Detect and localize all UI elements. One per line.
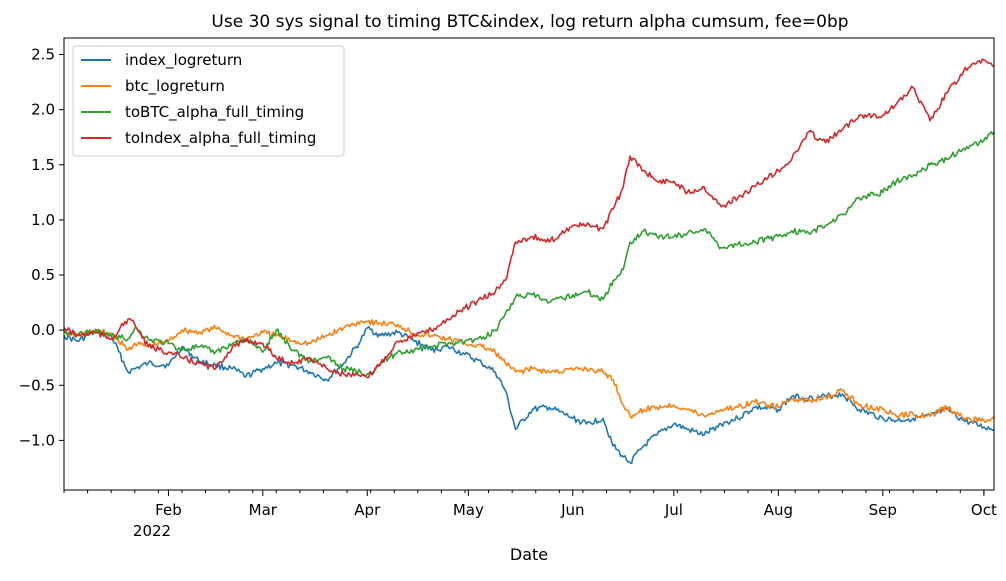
y-tick-label: 1.0 (31, 211, 55, 229)
legend: index_logreturn btc_logreturn toBTC_alpha_… (72, 45, 345, 157)
legend-entry-label: index_logreturn (125, 51, 242, 70)
legend-entry-label: btc_logreturn (125, 77, 225, 96)
x-tick-label: Aug (764, 501, 793, 519)
x-tick-label: Sep (869, 501, 897, 519)
x-tick-year-label: 2022 (133, 522, 171, 540)
series-line-index-logreturn (63, 325, 995, 465)
x-tick-label: Mar (249, 501, 278, 519)
x-axis: Feb Mar Apr May Jun Jul Aug Sep Oct (63, 490, 997, 519)
legend-entry-label: toIndex_alpha_full_timing (125, 129, 316, 148)
x-tick-label: Apr (354, 501, 381, 519)
x-tick-label: May (453, 501, 484, 519)
x-tick-label: Jul (664, 501, 683, 519)
series-line-btc-logreturn (63, 319, 995, 424)
y-tick-label: −0.5 (19, 376, 55, 394)
y-tick-label: 0.0 (31, 321, 55, 339)
plot-lines (63, 58, 995, 465)
series-line-toindex-alpha-full-timing (63, 58, 995, 379)
chart-title: Use 30 sys signal to timing BTC&index, l… (211, 12, 848, 32)
series-line-tobtc-alpha-full-timing (63, 131, 995, 377)
x-axis-label: Date (510, 545, 548, 564)
plot-area-frame (63, 37, 995, 491)
legend-box (72, 45, 345, 157)
y-tick-label: 1.5 (31, 156, 55, 174)
x-tick-label: Oct (971, 501, 997, 519)
legend-entry-label: toBTC_alpha_full_timing (125, 103, 304, 122)
y-tick-label: 2.0 (31, 101, 55, 119)
y-tick-label: 0.5 (31, 266, 55, 284)
y-tick-label: −1.0 (19, 431, 55, 449)
x-tick-label: Jun (560, 501, 584, 519)
y-tick-label: 2.5 (31, 46, 55, 64)
x-tick-label: Feb (155, 501, 182, 519)
y-axis: −1.0 −0.5 0.0 0.5 1.0 1.5 2.0 2.5 (19, 46, 64, 449)
